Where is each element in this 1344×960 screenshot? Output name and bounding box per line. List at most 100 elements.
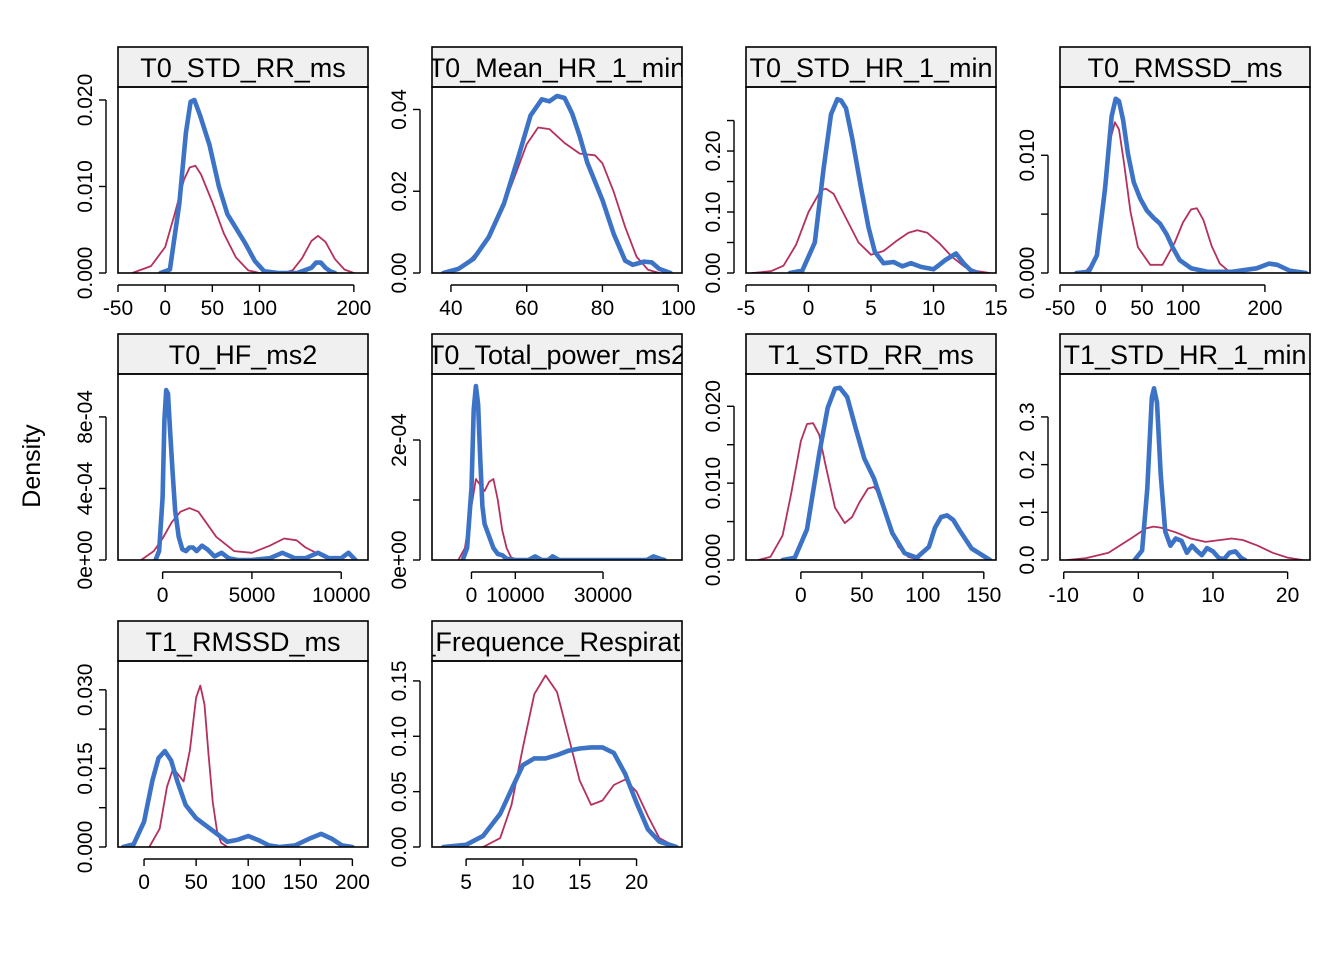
y-axis: 0e+00 2e-04 [388, 413, 421, 590]
x-tick-label: 200 [336, 297, 371, 320]
observed-density-line [120, 748, 355, 847]
density-panel: T1_RMSSD_ms 0 50 100 150 200 0.000 0.015 0.030 [74, 620, 370, 894]
panel-title: T1_RMSSD_ms [145, 627, 340, 657]
y-tick-label: 0.05 [388, 771, 411, 812]
observed-density-line [441, 93, 673, 273]
density-panel: T0_RMSSD_ms -50 0 50 100 200 0.000 0.010 [1016, 46, 1311, 320]
panel-title: T0_Frequence_Respiratoire [389, 627, 725, 657]
x-tick-label: 100 [231, 871, 266, 894]
y-tick-label: 0.000 [74, 247, 97, 300]
x-tick-label: 50 [184, 871, 207, 894]
x-axis: -5 0 5 10 15 [737, 284, 1008, 320]
x-tick-label: 10000 [312, 584, 370, 607]
observed-density-line [153, 387, 358, 560]
x-tick-label: 60 [515, 297, 538, 320]
x-tick-label: 30000 [574, 584, 632, 607]
panel-strip: T0_STD_HR_1_min [745, 46, 997, 88]
y-tick-label: 0.010 [702, 457, 725, 510]
panel-title: T0_RMSSD_ms [1087, 53, 1282, 83]
y-tick-label: 0.04 [388, 89, 411, 130]
x-tick-label: 0 [1095, 297, 1107, 320]
observed-density-line [158, 97, 338, 273]
panel-strip: T0_Frequence_Respiratoire [389, 620, 725, 662]
y-tick-label: 0.000 [74, 821, 97, 874]
y-tick-label: 0.000 [702, 534, 725, 587]
panel-title: T0_Mean_HR_1_min [429, 53, 686, 83]
x-tick-label: -50 [1045, 297, 1075, 320]
observed-density-line [780, 385, 993, 560]
y-axis: 0.000 0.015 0.030 [74, 664, 107, 874]
x-tick-label: 80 [591, 297, 614, 320]
observed-density-line [460, 383, 667, 560]
x-tick-label: -50 [103, 297, 133, 320]
x-axis: -50 0 50 100 200 [1045, 284, 1282, 320]
y-axis: 0.00 0.05 0.10 0.15 [388, 660, 421, 867]
y-tick-label: 0.20 [702, 131, 725, 172]
panel-frame [117, 660, 369, 848]
panel-frame [431, 86, 683, 274]
x-tick-label: 0 [138, 871, 150, 894]
y-axis-label: Density [18, 424, 46, 508]
x-tick-label: 200 [1247, 297, 1282, 320]
x-axis: -50 0 50 100 200 [103, 284, 371, 320]
y-tick-label: 0e+00 [74, 531, 97, 590]
panel-frame [117, 373, 369, 561]
x-tick-label: 40 [439, 297, 462, 320]
reference-density-line [1066, 525, 1304, 560]
x-tick-label: 150 [283, 871, 318, 894]
reference-density-line [148, 684, 229, 847]
y-tick-label: 0.00 [388, 253, 411, 294]
x-tick-label: 0 [803, 297, 815, 320]
x-tick-label: 10 [511, 871, 534, 894]
y-axis: 0.000 0.010 0.020 [702, 380, 735, 587]
x-tick-label: 0 [1133, 584, 1145, 607]
x-axis: 0 50 100 150 200 [138, 858, 370, 894]
x-tick-label: 10 [1201, 584, 1224, 607]
x-tick-label: 100 [242, 297, 277, 320]
panel-title: T0_Total_power_ms2 [428, 340, 686, 370]
y-tick-label: 0.020 [702, 380, 725, 433]
x-tick-label: 100 [1165, 297, 1200, 320]
x-tick-label: 10 [922, 297, 945, 320]
y-tick-label: 4e-04 [74, 461, 97, 515]
reference-density-line [131, 164, 355, 273]
y-tick-label: 0.030 [74, 664, 97, 717]
x-tick-label: 5000 [229, 584, 276, 607]
y-tick-label: 0.000 [1016, 247, 1039, 300]
panel-frame [431, 660, 683, 848]
y-tick-label: 0.010 [1016, 129, 1039, 182]
panel-title: T0_STD_HR_1_min [749, 53, 992, 83]
y-tick-label: 0.15 [388, 660, 411, 701]
x-tick-label: 100 [661, 297, 696, 320]
y-tick-label: 0e+00 [388, 531, 411, 590]
x-axis: 0 50 100 150 [795, 571, 1001, 607]
x-axis: 0 10000 30000 [466, 571, 632, 607]
reference-density-line [482, 674, 678, 847]
x-tick-label: 10000 [486, 584, 544, 607]
x-axis: 5 10 15 20 [460, 858, 648, 894]
y-axis: 0.0 0.1 0.2 0.3 [1016, 402, 1049, 575]
x-tick-label: 0 [157, 584, 169, 607]
panel-frame [1059, 373, 1311, 561]
x-tick-label: 0 [159, 297, 171, 320]
y-tick-label: 8e-04 [74, 390, 97, 444]
panel-strip: T0_HF_ms2 [117, 333, 369, 375]
x-tick-label: 200 [335, 871, 370, 894]
observed-density-line [1074, 96, 1309, 273]
x-tick-label: 15 [984, 297, 1007, 320]
density-panel: T0_STD_RR_ms -50 0 50 100 200 0.000 0.010 0.020 [74, 46, 371, 320]
strip-background [117, 620, 369, 662]
x-tick-label: 50 [201, 297, 224, 320]
x-tick-label: 50 [850, 584, 873, 607]
panel-strip: T0_RMSSD_ms [1059, 46, 1311, 88]
x-tick-label: 20 [625, 871, 648, 894]
reference-density-line [751, 187, 991, 273]
reference-density-line [140, 507, 351, 560]
y-tick-label: 0.0 [1016, 545, 1039, 574]
y-tick-label: 0.1 [1016, 498, 1039, 527]
y-tick-label: 0.10 [388, 716, 411, 757]
density-panel: T0_Mean_HR_1_min 40 60 80 100 0.00 0.02 0.04 [388, 46, 696, 320]
observed-density-line [1132, 386, 1248, 560]
y-tick-label: 0.3 [1016, 402, 1039, 431]
